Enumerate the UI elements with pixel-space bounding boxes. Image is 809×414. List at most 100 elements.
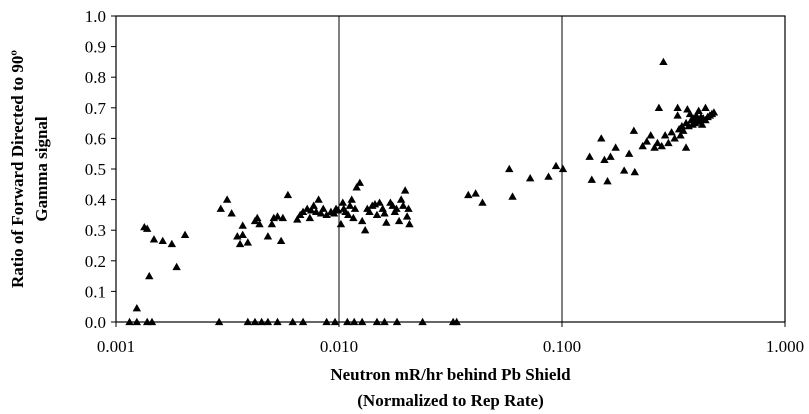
data-point	[544, 172, 553, 180]
data-point	[382, 218, 391, 226]
data-point	[505, 164, 514, 173]
data-point	[629, 126, 639, 134]
data-point	[508, 192, 517, 200]
data-point	[278, 213, 288, 222]
data-point	[558, 164, 568, 173]
data-point	[606, 152, 615, 160]
data-point	[357, 216, 367, 225]
data-point	[585, 152, 594, 160]
data-point	[676, 131, 685, 139]
data-point	[600, 155, 609, 163]
x-axis-title-line-2: (Normalized to Rep Rate)	[357, 391, 543, 410]
y-axis-title-line-2: Gamma signal	[32, 116, 51, 222]
data-point	[587, 175, 596, 183]
data-point	[657, 141, 666, 150]
data-point	[375, 198, 384, 206]
y-tick-label: 0.0	[85, 313, 106, 332]
data-point	[380, 209, 389, 217]
data-point	[243, 238, 253, 246]
data-point	[388, 201, 397, 209]
data-point	[350, 204, 360, 212]
data-point	[263, 317, 273, 326]
data-point	[158, 236, 167, 245]
data-point	[314, 195, 323, 203]
data-point	[345, 201, 355, 209]
data-point	[147, 317, 157, 326]
data-point	[253, 213, 262, 222]
data-point	[681, 143, 691, 151]
data-point	[372, 317, 382, 326]
data-point	[283, 190, 293, 199]
data-point	[216, 204, 225, 212]
data-point	[685, 109, 695, 118]
data-point	[654, 103, 664, 111]
data-point	[180, 230, 190, 238]
data-point	[227, 209, 236, 217]
data-point	[380, 317, 389, 326]
data-point	[396, 195, 406, 203]
data-point	[667, 128, 676, 136]
data-point	[167, 239, 177, 248]
data-point	[350, 317, 359, 326]
data-point	[402, 212, 412, 220]
data-point	[677, 121, 687, 130]
data-point	[464, 190, 473, 199]
data-point	[243, 317, 253, 326]
data-point	[214, 317, 224, 326]
data-point	[355, 178, 365, 186]
data-point	[664, 138, 673, 147]
data-point	[642, 137, 651, 145]
y-tick-label: 0.2	[85, 252, 106, 271]
data-point	[145, 271, 154, 280]
data-points	[125, 57, 719, 326]
data-point	[670, 134, 679, 142]
y-tick-label: 1.0	[85, 7, 106, 26]
y-tick-label: 0.5	[85, 160, 106, 179]
data-point	[273, 212, 282, 220]
data-point	[343, 317, 352, 326]
data-point	[478, 198, 487, 206]
data-point	[630, 167, 639, 176]
x-tick-label: 1.000	[766, 337, 804, 356]
data-point	[624, 149, 634, 157]
data-point	[360, 226, 370, 234]
data-point	[263, 232, 273, 240]
data-point	[404, 204, 413, 212]
data-point	[273, 317, 282, 326]
data-point	[697, 120, 707, 128]
data-point	[306, 206, 316, 214]
data-point	[222, 195, 232, 203]
y-tick-label: 0.7	[85, 99, 107, 118]
data-point	[650, 143, 659, 151]
data-point	[679, 126, 688, 134]
data-point	[305, 213, 315, 222]
data-point	[701, 103, 710, 111]
data-point	[694, 106, 703, 115]
data-point	[673, 103, 682, 111]
data-point	[392, 317, 402, 326]
data-point	[238, 221, 247, 229]
x-axis-ticks: 0.001 0.010 0.100 1.000	[97, 322, 804, 356]
data-point	[255, 219, 264, 228]
data-point	[132, 304, 142, 312]
data-point	[646, 131, 655, 139]
data-point	[372, 210, 382, 219]
data-point	[142, 224, 152, 232]
x-tick-label: 0.100	[543, 337, 581, 356]
data-point	[418, 317, 427, 326]
y-tick-label: 0.3	[85, 221, 106, 240]
data-point	[125, 317, 134, 326]
x-tick-label: 0.010	[320, 337, 358, 356]
data-point	[673, 111, 682, 119]
data-point	[653, 138, 662, 147]
data-point	[344, 210, 353, 219]
data-point	[149, 235, 159, 243]
data-point	[471, 189, 480, 197]
data-point	[347, 195, 356, 203]
plot-area-frame	[115, 15, 786, 323]
data-point	[322, 317, 331, 326]
data-point	[329, 209, 339, 217]
data-point	[597, 134, 606, 142]
data-point	[660, 131, 670, 139]
